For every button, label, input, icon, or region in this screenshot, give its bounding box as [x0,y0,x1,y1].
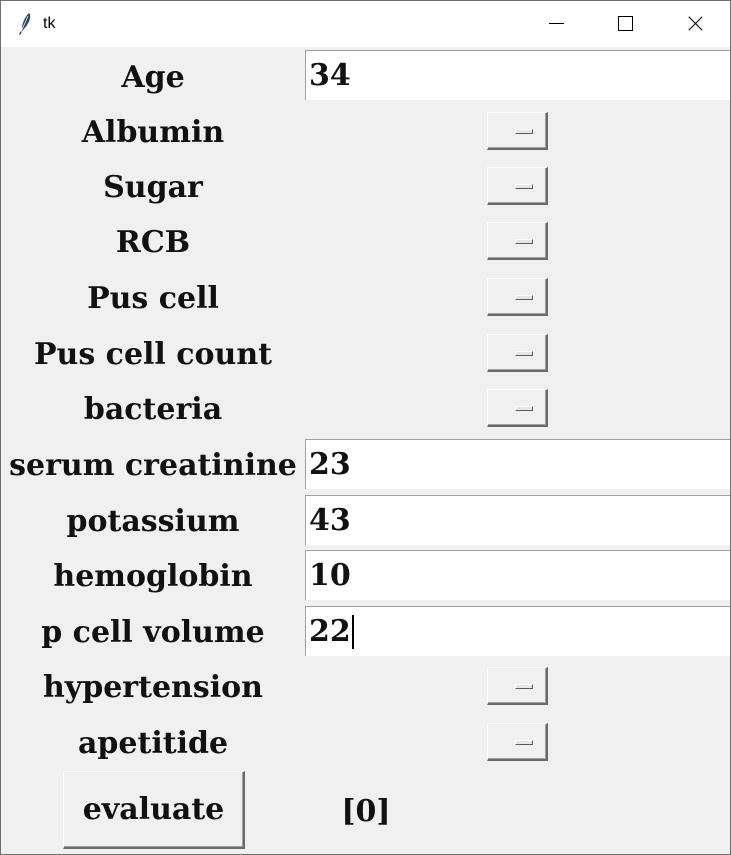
serum-creatinine-label: serum creatinine [9,447,297,483]
option-indicator-icon [515,295,533,300]
option-indicator-icon [515,129,533,134]
minimize-button[interactable] [533,1,579,47]
title-bar: tk [1,1,730,47]
pus-cell-count-option-menu[interactable] [487,334,548,372]
hypertension-option-menu[interactable] [487,667,548,705]
bacteria-option-menu[interactable] [487,389,548,427]
apetitide-option-menu[interactable] [487,723,548,761]
result-text: [0] [341,793,391,829]
window-title: tk [43,15,56,32]
rcb-option-menu[interactable] [487,222,548,260]
maximize-button[interactable] [602,1,648,47]
option-indicator-icon [515,406,533,411]
albumin-label: Albumin [81,114,225,150]
bacteria-label: bacteria [83,391,223,427]
evaluate-button[interactable]: evaluate [63,771,245,849]
option-indicator-icon [515,684,533,689]
p-cell-volume-input[interactable]: 22 [305,606,730,656]
potassium-input[interactable]: 43 [305,495,730,545]
age-value: 34 [309,58,351,93]
option-indicator-icon [515,184,533,189]
close-button[interactable] [672,1,718,47]
hemoglobin-label: hemoglobin [53,558,253,594]
pus-cell-count-label: Pus cell count [33,336,273,372]
text-cursor [351,614,354,649]
age-input[interactable]: 34 [305,50,730,100]
p-cell-volume-value: 22 [309,614,351,649]
rcb-label: RCB [115,224,191,260]
albumin-option-menu[interactable] [487,112,548,150]
potassium-label: potassium [66,503,240,539]
pus-cell-option-menu[interactable] [487,278,548,316]
serum-creatinine-value: 23 [309,447,351,482]
hemoglobin-input[interactable]: 10 [305,550,730,600]
option-indicator-icon [515,239,533,244]
tk-feather-icon [19,13,31,35]
option-indicator-icon [515,740,533,745]
option-indicator-icon [515,351,533,356]
sugar-option-menu[interactable] [487,167,548,205]
hemoglobin-value: 10 [309,558,351,593]
age-label: Age [121,59,185,95]
sugar-label: Sugar [103,169,203,205]
p-cell-volume-label: p cell volume [41,614,265,650]
pus-cell-label: Pus cell [87,280,219,316]
hypertension-label: hypertension [43,669,263,705]
potassium-value: 43 [309,503,351,538]
serum-creatinine-input[interactable]: 23 [305,439,730,489]
apetitide-label: apetitide [77,725,229,761]
